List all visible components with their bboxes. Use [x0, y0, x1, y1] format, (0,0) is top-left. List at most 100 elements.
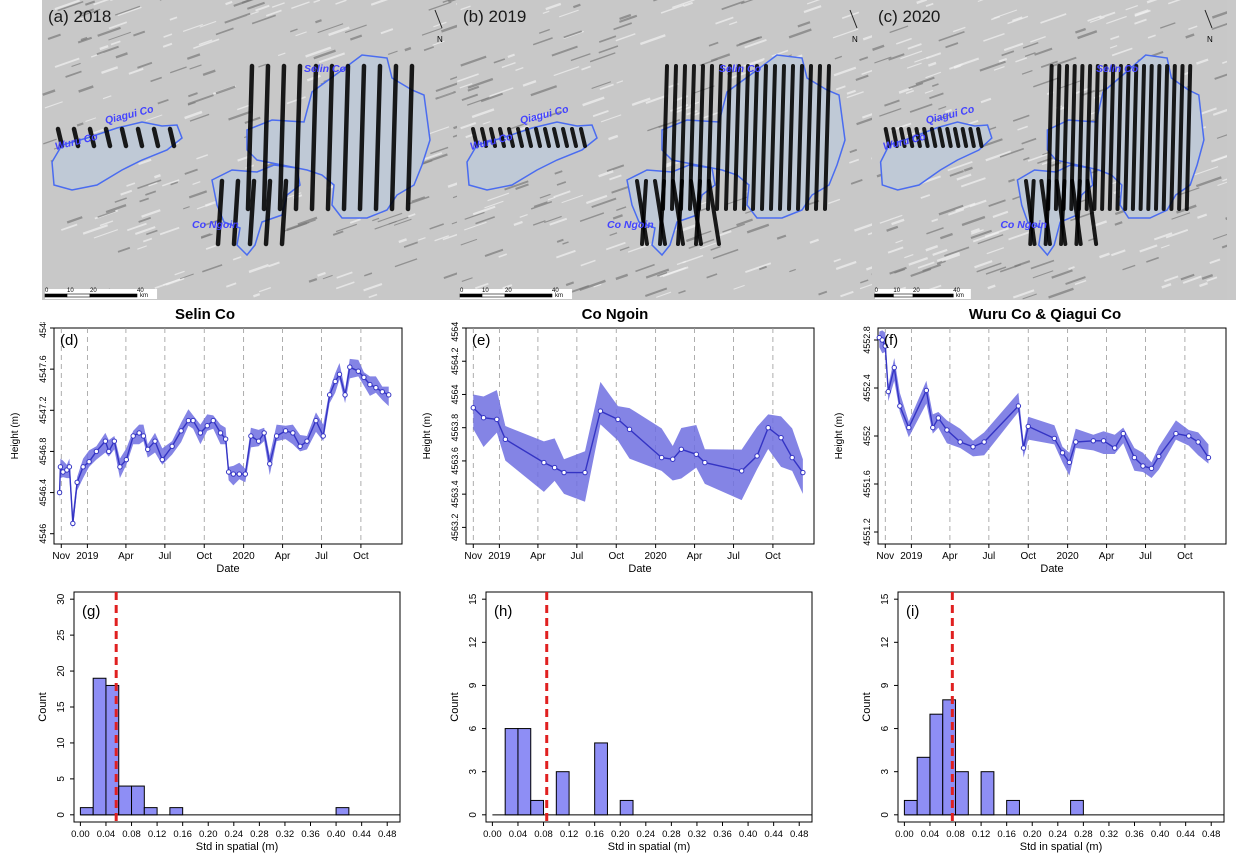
- relief-stroke: [708, 41, 719, 47]
- relief-stroke: [932, 114, 951, 122]
- relief-stroke: [443, 272, 457, 279]
- relief-stroke: [1077, 30, 1098, 40]
- relief-stroke: [925, 244, 939, 252]
- uncertainty-band: [59, 358, 389, 529]
- relief-stroke: [1012, 114, 1030, 122]
- track-line: [263, 178, 273, 247]
- relief-stroke: [1099, 11, 1116, 19]
- x-tick-label: Apr: [942, 551, 958, 562]
- y-tick-label: 4564: [450, 384, 460, 404]
- relief-stroke: [200, 233, 213, 239]
- data-point: [204, 423, 210, 429]
- y-tick-label: 4551.2: [862, 518, 872, 546]
- track-line: [119, 126, 129, 149]
- track-line: [167, 126, 177, 149]
- track-line: [715, 64, 723, 211]
- relief-stroke: [134, 226, 156, 236]
- data-point: [140, 433, 147, 439]
- panel-tag: (g): [82, 603, 100, 620]
- relief-stroke: [1032, 270, 1054, 279]
- relief-stroke: [1110, 35, 1120, 41]
- track-line: [357, 63, 367, 212]
- relief-stroke: [1206, 276, 1218, 282]
- data-point: [169, 443, 175, 449]
- data-point: [320, 433, 326, 439]
- track-line: [480, 127, 488, 148]
- y-tick-label: 4546.4: [38, 479, 48, 507]
- data-point: [242, 471, 249, 477]
- scale-bar-segment: [481, 293, 506, 298]
- scale-bar-segment: [504, 293, 553, 298]
- relief-stroke: [1146, 256, 1159, 263]
- relief-stroke: [916, 0, 928, 5]
- relief-stroke: [1180, 273, 1195, 281]
- relief-stroke: [126, 222, 147, 232]
- data-point: [1112, 445, 1118, 451]
- relief-stroke: [924, 89, 934, 94]
- data-point: [130, 433, 136, 439]
- relief-stroke: [1003, 42, 1024, 52]
- track-line: [1100, 64, 1108, 211]
- y-tick-label: 4552: [862, 426, 872, 446]
- relief-stroke: [159, 226, 180, 236]
- track-line: [769, 64, 777, 211]
- relief-stroke: [872, 44, 885, 51]
- relief-stroke: [290, 28, 298, 33]
- data-point: [347, 364, 353, 370]
- relief-stroke: [609, 232, 618, 237]
- relief-stroke: [138, 216, 152, 223]
- relief-stroke: [368, 293, 378, 299]
- relief-stroke: [945, 42, 959, 49]
- relief-stroke: [188, 92, 198, 98]
- relief-stroke: [932, 248, 948, 256]
- relief-stroke: [363, 282, 383, 292]
- histogram-bar: [594, 742, 608, 816]
- relief-stroke: [255, 4, 270, 12]
- data-point: [891, 364, 897, 371]
- relief-stroke: [1147, 34, 1156, 39]
- relief-stroke: [99, 220, 114, 227]
- histogram-bar: [903, 799, 918, 816]
- data-point: [255, 438, 262, 444]
- histogram-bar: [143, 807, 158, 816]
- relief-stroke: [662, 266, 689, 278]
- relief-stroke: [428, 1, 452, 11]
- track-line: [1059, 179, 1067, 246]
- relief-stroke: [941, 254, 961, 262]
- data-point: [561, 469, 567, 476]
- relief-stroke: [850, 179, 863, 185]
- relief-stroke: [1211, 23, 1227, 31]
- relief-stroke: [898, 86, 913, 94]
- relief-stroke: [408, 196, 430, 205]
- relief-stroke: [515, 67, 524, 71]
- scale-tick-label: 40: [137, 288, 144, 294]
- north-label: N: [852, 35, 858, 44]
- y-axis-label: Count: [37, 692, 49, 721]
- relief-stroke: [598, 35, 617, 43]
- relief-stroke: [522, 80, 537, 87]
- relief-stroke: [582, 96, 605, 107]
- relief-stroke: [862, 113, 872, 119]
- data-point: [261, 430, 267, 436]
- relief-stroke: [905, 90, 915, 95]
- relief-stroke: [544, 215, 562, 224]
- scale-unit: km: [140, 293, 148, 299]
- scale-tick-label: 10: [67, 288, 74, 294]
- relief-stroke: [980, 97, 992, 104]
- track-line: [1115, 64, 1123, 211]
- relief-stroke: [887, 246, 904, 254]
- relief-stroke: [529, 112, 547, 121]
- lake-label: Co Ngoin: [1000, 219, 1047, 231]
- relief-stroke: [1199, 282, 1208, 288]
- data-point: [379, 389, 386, 395]
- track-line: [552, 127, 560, 148]
- relief-stroke: [1211, 154, 1227, 163]
- data-points: [470, 405, 806, 476]
- relief-stroke: [558, 9, 579, 18]
- relief-stroke: [271, 2, 285, 8]
- histogram-bar: [980, 771, 995, 816]
- data-point: [367, 381, 373, 388]
- relief-stroke: [1034, 47, 1053, 56]
